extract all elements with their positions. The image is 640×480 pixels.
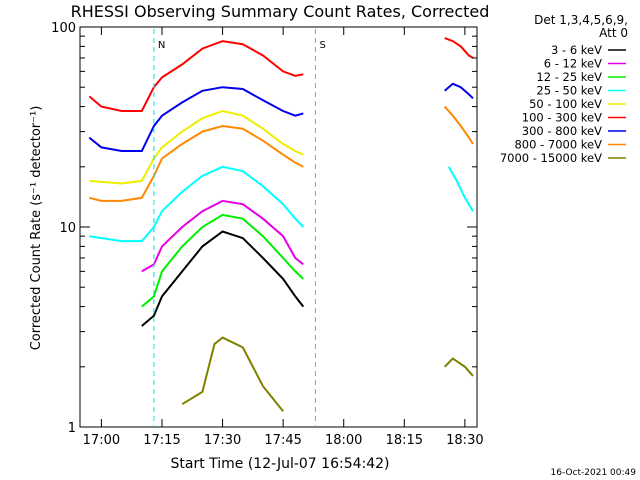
x-tick-label: 17:30	[204, 433, 241, 448]
series-7000-15000-kev-segment-2	[443, 357, 474, 377]
series-100-300-kev-segment-1	[88, 40, 304, 112]
x-tick-label: 17:00	[83, 433, 120, 448]
y-axis-label: Corrected Count Rate (s⁻¹ detector⁻¹)	[29, 106, 44, 351]
legend-label-25-50-kev: 25 - 50 keV	[536, 84, 602, 98]
marker-n-label: N	[158, 40, 165, 51]
legend-label-100-300-kev: 100 - 300 keV	[522, 111, 602, 125]
x-tick-label: 18:15	[386, 433, 423, 448]
x-tick-label: 17:15	[143, 433, 180, 448]
x-tick-label: 18:30	[446, 433, 483, 448]
series-800-7000-kev-segment-2	[443, 105, 474, 145]
marker-s-label: S	[319, 40, 325, 51]
legend-header-line-2: Att 0	[599, 26, 628, 40]
x-axis-ticks: 17:00 17:15 17:30 17:45 18:00 18:15 18:30	[83, 27, 484, 448]
y-tick-label: 100	[51, 21, 76, 36]
series-800-7000-kev-segment-1	[89, 124, 304, 202]
y-tick-label: 1	[68, 421, 76, 436]
series-3-6-kev-segment-1	[141, 230, 305, 327]
series-25-50-kev-segment-1	[89, 165, 305, 243]
series-300-800-kev-segment-1	[88, 86, 304, 152]
series-7000-15000-kev-segment-1	[181, 336, 284, 412]
legend-header-line-1: Det 1,3,4,5,6,9,	[534, 13, 628, 27]
series-6-12-kev-segment-1	[141, 199, 304, 273]
x-tick-label: 17:45	[264, 433, 301, 448]
plot-frame	[79, 26, 478, 428]
series-12-25-kev-segment-1	[141, 213, 304, 308]
series-300-800-kev-segment-2	[444, 82, 474, 100]
y-axis-ticks: 1 10 100	[51, 21, 477, 436]
x-tick-label: 18:00	[325, 433, 362, 448]
series-layer	[88, 37, 474, 412]
legend-label-7000-15000-kev: 7000 - 15000 keV	[500, 151, 602, 165]
x-axis-label: Start Time (12-Jul-07 16:54:42)	[170, 456, 389, 472]
chart-title: RHESSI Observing Summary Count Rates, Co…	[71, 2, 490, 21]
y-tick-label: 10	[59, 221, 76, 236]
series-25-50-kev-segment-2	[447, 166, 474, 212]
footer-timestamp: 16-Oct-2021 00:49	[551, 468, 637, 478]
legend-label-6-12-kev: 6 - 12 keV	[544, 57, 602, 71]
legend-label-800-7000-kev: 800 - 7000 keV	[514, 138, 602, 152]
legend-label-50-100-kev: 50 - 100 keV	[529, 97, 602, 111]
series-100-300-kev-segment-2	[444, 37, 474, 59]
legend-label-300-800-kev: 300 - 800 keV	[522, 124, 602, 138]
legend-label-3-6-kev: 3 - 6 keV	[551, 43, 602, 57]
legend-label-12-25-kev: 12 - 25 keV	[536, 70, 602, 84]
series-50-100-kev-segment-1	[89, 109, 304, 185]
